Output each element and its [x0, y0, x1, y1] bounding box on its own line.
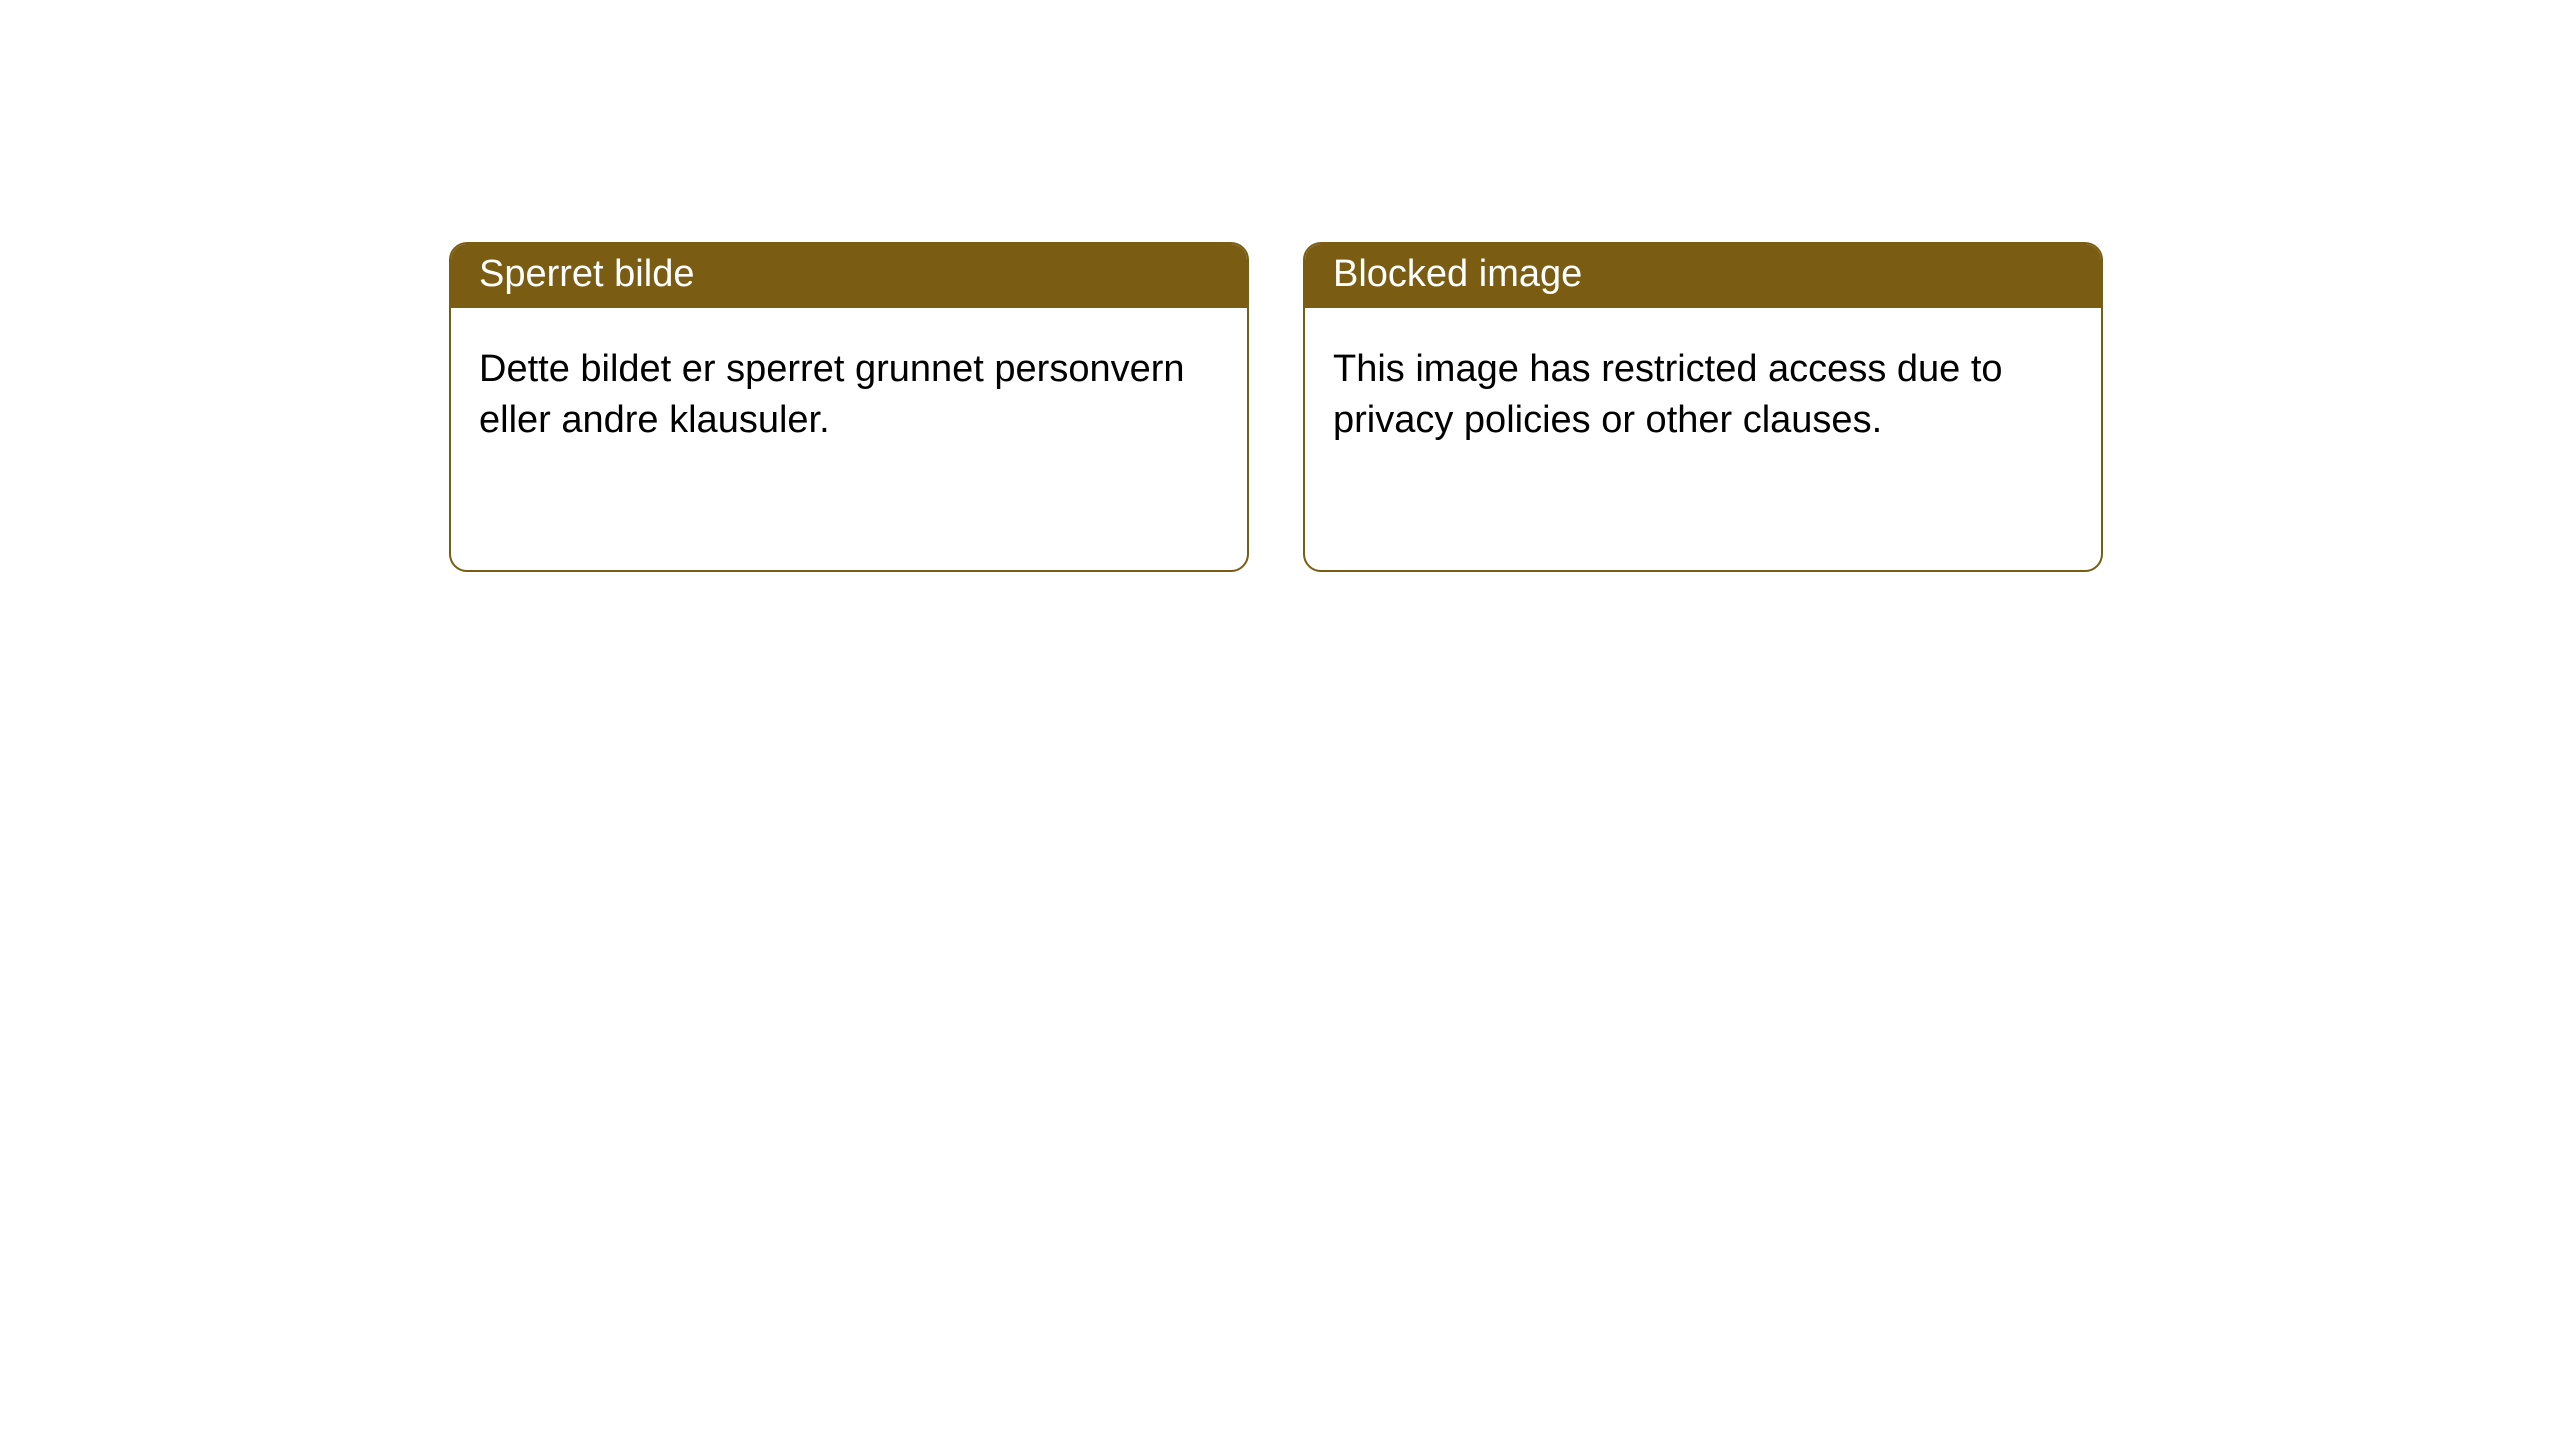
- notice-body-no: Dette bildet er sperret grunnet personve…: [451, 308, 1247, 483]
- notice-box-no: Sperret bilde Dette bildet er sperret gr…: [449, 242, 1249, 572]
- notice-container: Sperret bilde Dette bildet er sperret gr…: [0, 0, 2560, 572]
- notice-box-en: Blocked image This image has restricted …: [1303, 242, 2103, 572]
- notice-title-en: Blocked image: [1305, 244, 2101, 308]
- notice-body-en: This image has restricted access due to …: [1305, 308, 2101, 483]
- notice-title-no: Sperret bilde: [451, 244, 1247, 308]
